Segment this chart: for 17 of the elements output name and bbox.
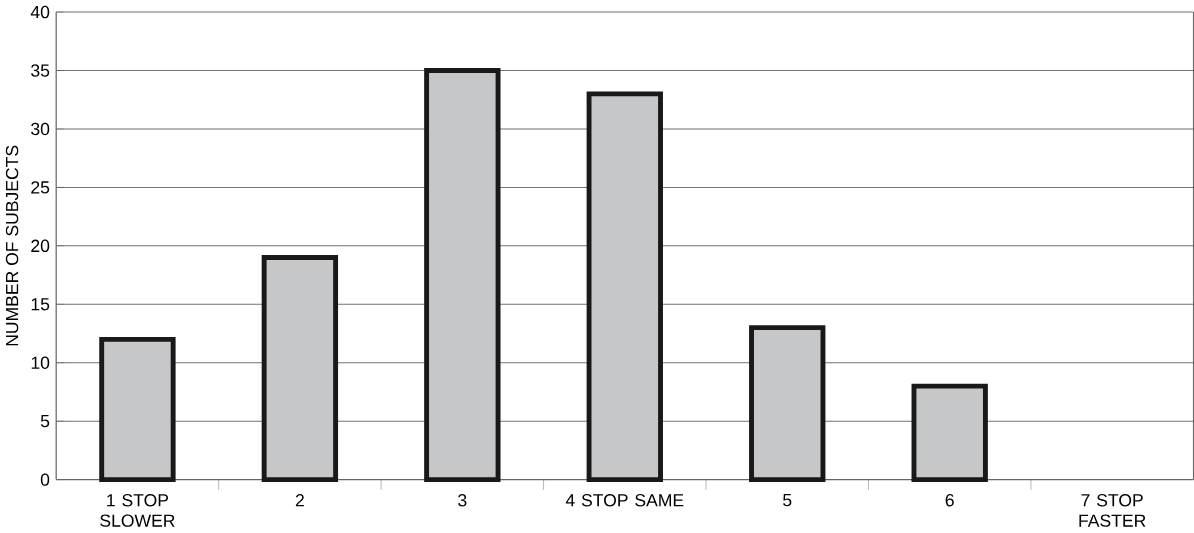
- y-tick-label: 20: [31, 239, 50, 253]
- x-tick-label: 6: [945, 494, 954, 507]
- y-tick-label: 25: [31, 181, 50, 194]
- y-tick-label: 35: [31, 64, 50, 77]
- y-tick-label: 10: [31, 356, 50, 370]
- y-tick-label: 40: [30, 5, 50, 19]
- x-tick-label: 5: [783, 494, 792, 507]
- x-tick-label: 3: [458, 494, 467, 507]
- y-tick-label: 5: [40, 415, 50, 428]
- x-tick-label: 4 STOP SAME: [565, 494, 684, 507]
- x-tick-label: 1 STOP SLOWER: [100, 494, 175, 527]
- x-tick-label: 2: [295, 494, 304, 507]
- y-tick-label: 30: [31, 122, 50, 136]
- y-tick-label: 15: [31, 298, 50, 311]
- y-axis-title: NUMBER OF SUBJECTS: [5, 145, 19, 346]
- x-tick-label: 7 STOP FASTER: [1079, 494, 1146, 527]
- y-tick-label: 0: [40, 473, 50, 486]
